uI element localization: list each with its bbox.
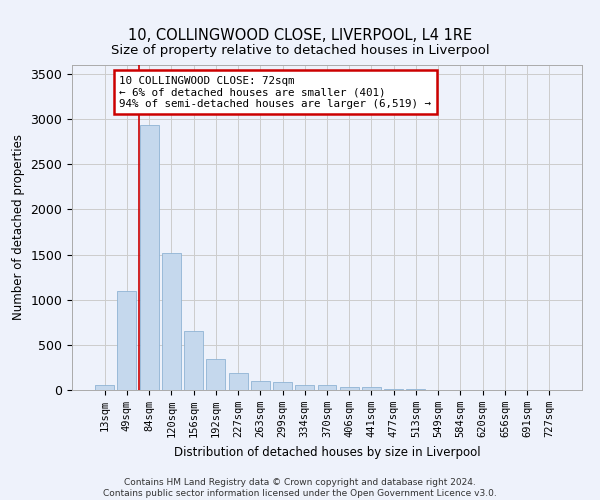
Bar [184,332,203,390]
Bar [273,382,292,390]
Bar [118,290,136,390]
Bar [140,126,158,390]
Bar [362,388,381,390]
Bar [206,360,225,390]
Text: 10 COLLINGWOOD CLOSE: 72sqm
← 6% of detached houses are smaller (401)
94% of sem: 10 COLLINGWOOD CLOSE: 72sqm ← 6% of deta… [119,76,431,109]
Bar [95,386,114,390]
Bar [162,253,181,390]
Bar [251,382,270,390]
Y-axis label: Number of detached properties: Number of detached properties [12,134,25,320]
Text: Contains HM Land Registry data © Crown copyright and database right 2024.
Contai: Contains HM Land Registry data © Crown c… [103,478,497,498]
Bar [384,389,403,390]
Text: Size of property relative to detached houses in Liverpool: Size of property relative to detached ho… [110,44,490,57]
Bar [340,388,359,390]
Text: 10, COLLINGWOOD CLOSE, LIVERPOOL, L4 1RE: 10, COLLINGWOOD CLOSE, LIVERPOOL, L4 1RE [128,28,472,42]
Bar [406,389,425,390]
Bar [317,385,337,390]
Bar [295,384,314,390]
Bar [229,374,248,390]
X-axis label: Distribution of detached houses by size in Liverpool: Distribution of detached houses by size … [173,446,481,458]
